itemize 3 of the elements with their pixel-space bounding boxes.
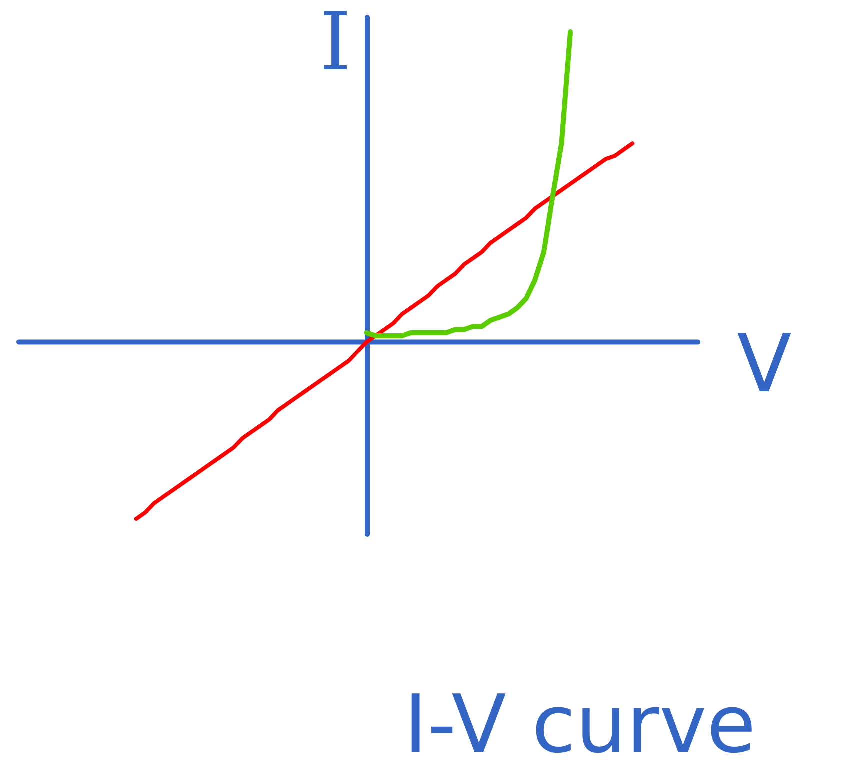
y-axis-title: I xyxy=(320,0,352,88)
text: I-V curve xyxy=(404,678,756,768)
x-axis-title: V xyxy=(737,318,792,411)
